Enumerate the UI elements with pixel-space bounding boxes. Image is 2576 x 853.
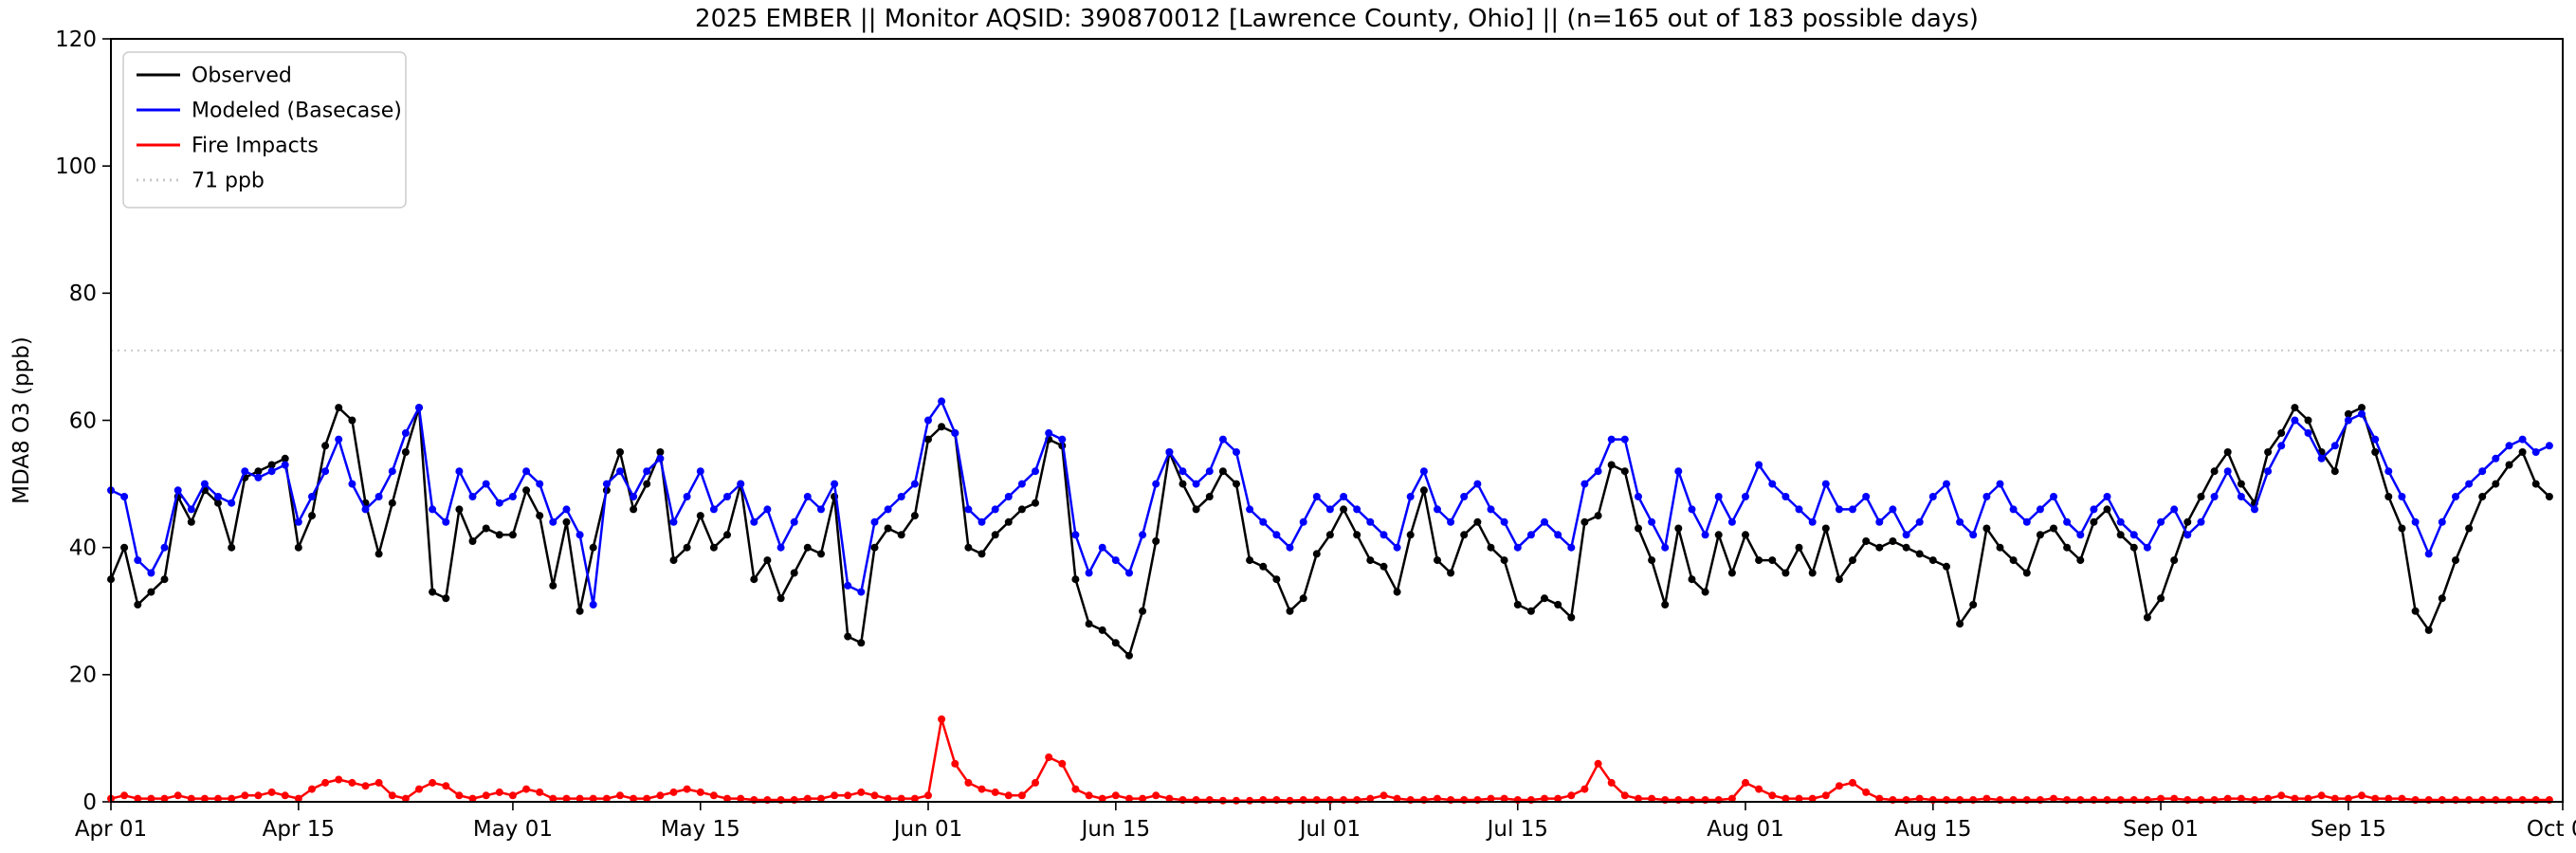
legend-label: Modeled (Basecase)	[192, 99, 402, 122]
y-tick-label: 100	[55, 154, 97, 179]
x-tick-label: Sep 15	[2311, 817, 2386, 842]
series-modeled-basecase	[107, 397, 2553, 608]
legend-item: Modeled (Basecase)	[137, 99, 402, 122]
x-tick-label: Jun 15	[1080, 817, 1151, 842]
legend-label: Fire Impacts	[192, 134, 319, 157]
y-tick-label: 120	[55, 27, 97, 52]
x-tick-label: Apr 01	[75, 817, 147, 842]
plot-border	[110, 38, 2564, 803]
y-tick-label: 0	[82, 790, 97, 815]
series-fire-impacts	[107, 715, 2553, 805]
x-tick-label: Apr 15	[263, 817, 335, 842]
legend-label: 71 ppb	[192, 169, 265, 192]
y-axis: 0 20 40 60 80 100 120	[55, 27, 111, 815]
legend-item: 71 ppb	[137, 169, 265, 192]
legend-item: Fire Impacts	[137, 134, 319, 157]
x-tick-label: Oct 01	[2527, 817, 2576, 842]
chart-title: 2025 EMBER || Monitor AQSID: 390870012 […	[695, 5, 1979, 33]
y-tick-label: 60	[69, 408, 97, 433]
y-tick-label: 40	[69, 535, 97, 560]
x-tick-label: May 15	[661, 817, 740, 842]
x-axis: Apr 01 Apr 15 May 01 May 15 Jun 01 Jun 15 Jul …	[75, 802, 2576, 842]
x-tick-label: May 01	[473, 817, 553, 842]
x-tick-label: Jul 15	[1486, 817, 1548, 842]
legend-label: Observed	[192, 64, 292, 87]
x-tick-label: Aug 01	[1707, 817, 1784, 842]
x-tick-label: Aug 15	[1894, 817, 1972, 842]
y-tick-label: 20	[69, 663, 97, 688]
y-axis-label: MDA8 O3 (ppb)	[9, 336, 34, 504]
x-tick-label: Jul 01	[1298, 817, 1361, 842]
series-observed	[107, 404, 2553, 660]
legend-item: Observed	[137, 64, 292, 87]
x-tick-label: Sep 01	[2123, 817, 2199, 842]
legend: Observed Modeled (Basecase) Fire Impacts 71…	[122, 51, 407, 209]
y-tick-label: 80	[69, 281, 97, 306]
x-tick-label: Jun 01	[892, 817, 963, 842]
